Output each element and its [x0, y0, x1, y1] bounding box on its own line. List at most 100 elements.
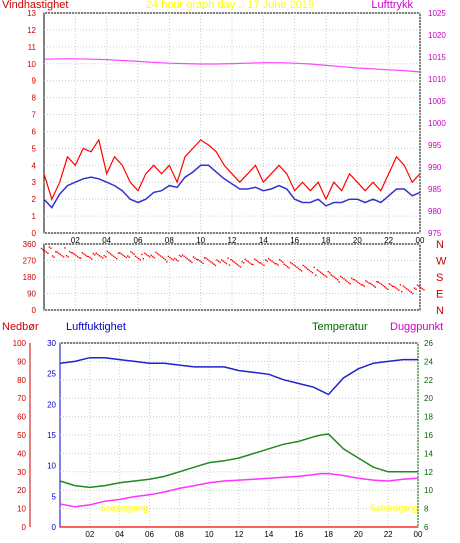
direction-point: [330, 274, 332, 276]
direction-point: [84, 254, 87, 256]
direction-point: [161, 256, 163, 258]
direction-point: [175, 258, 177, 261]
wind-speed-tick-label: 2: [32, 195, 37, 204]
direction-point: [81, 252, 83, 254]
direction-point: [120, 253, 123, 255]
direction-point: [86, 255, 88, 257]
pressure-tick-label: 1015: [428, 53, 446, 62]
direction-point: [401, 291, 403, 293]
series-line-temperatur: [59, 433, 418, 489]
direction-point: [412, 292, 414, 295]
time-tick-label: 04: [115, 530, 124, 539]
direction-point: [349, 283, 351, 285]
pressure-axis-label: Lufttrykk: [371, 0, 413, 11]
direction-point: [340, 275, 342, 278]
direction-point: [304, 266, 306, 268]
humidity-tick-label: 5: [52, 492, 57, 501]
direction-point: [384, 286, 386, 288]
time-tick-label: 14: [259, 236, 268, 245]
direction-point: [125, 256, 127, 259]
humidity-tick-label: 10: [47, 462, 56, 471]
pressure-tick-label: 1000: [428, 119, 446, 128]
direction-point: [202, 262, 204, 264]
direction-point: [387, 288, 389, 290]
direction-point: [302, 264, 304, 267]
time-tick-label: 20: [354, 530, 363, 539]
direction-point: [341, 277, 344, 279]
direction-point: [250, 263, 253, 265]
direction-point: [158, 254, 160, 256]
direction-point: [139, 259, 141, 261]
direction-point: [316, 269, 318, 271]
time-tick-label: 00: [416, 236, 425, 245]
direction-point: [355, 280, 358, 282]
direction-point: [180, 255, 182, 258]
direction-point: [149, 256, 151, 258]
direction-point: [166, 261, 168, 263]
direction-point: [44, 250, 46, 252]
direction-point: [224, 261, 226, 264]
direction-point: [178, 254, 181, 257]
direction-tick-label: 0: [32, 306, 37, 315]
direction-point: [399, 284, 402, 286]
time-tick-label: 10: [205, 530, 214, 539]
direction-point: [407, 289, 409, 291]
wind-speed-tick-label: 10: [27, 60, 36, 69]
direction-point: [55, 251, 57, 253]
direction-point: [232, 260, 234, 262]
direction-point: [261, 263, 264, 265]
direction-point: [191, 261, 193, 264]
sunset-label: Solnedgang: [370, 503, 418, 513]
rain-tick-label: 100: [13, 339, 27, 348]
direction-point: [394, 287, 397, 289]
direction-point: [174, 257, 176, 260]
wind-direction-ticks: 0 90 180 270 360: [23, 240, 37, 315]
direction-point: [48, 246, 50, 248]
direction-point: [315, 274, 317, 276]
direction-point: [373, 285, 375, 287]
rain-tick-label: 70: [17, 394, 26, 403]
direction-point: [144, 252, 146, 254]
direction-point: [186, 258, 188, 260]
direction-point: [272, 261, 275, 264]
direction-point: [123, 255, 126, 257]
direction-point: [61, 255, 63, 257]
direction-point: [117, 252, 120, 254]
rain-tick-label: 30: [17, 468, 26, 477]
time-tick-label: 04: [102, 236, 111, 245]
direction-point: [225, 262, 228, 265]
direction-tick-label: 90: [27, 290, 36, 299]
wind-speed-tick-label: 0: [32, 229, 37, 238]
direction-point: [252, 263, 254, 266]
direction-point: [376, 281, 378, 283]
direction-point: [228, 264, 231, 266]
rain-tick-label: 10: [17, 505, 26, 514]
direction-point: [100, 256, 102, 258]
direction-point: [352, 278, 355, 281]
direction-point: [58, 252, 60, 254]
rain-tick-label: 40: [17, 449, 26, 458]
direction-point: [102, 257, 104, 259]
direction-point: [64, 247, 66, 249]
direction-point: [51, 255, 54, 257]
wind-direction-points: [40, 246, 425, 295]
direction-point: [363, 285, 365, 287]
direction-point: [311, 272, 314, 274]
series-line-lufttrykk: [43, 58, 421, 73]
direction-point: [335, 277, 337, 280]
direction-point: [142, 258, 144, 260]
direction-point: [153, 257, 156, 259]
series-line-gust: [43, 138, 421, 201]
direction-point: [214, 264, 217, 267]
direction-point: [183, 255, 185, 257]
direction-point: [103, 255, 105, 257]
direction-point: [97, 253, 99, 256]
direction-point: [279, 259, 281, 261]
direction-point: [70, 252, 73, 254]
direction-point: [343, 278, 345, 280]
direction-point: [147, 255, 149, 257]
direction-point: [199, 260, 201, 262]
direction-tick-label: 270: [23, 257, 37, 266]
direction-point: [210, 261, 212, 263]
